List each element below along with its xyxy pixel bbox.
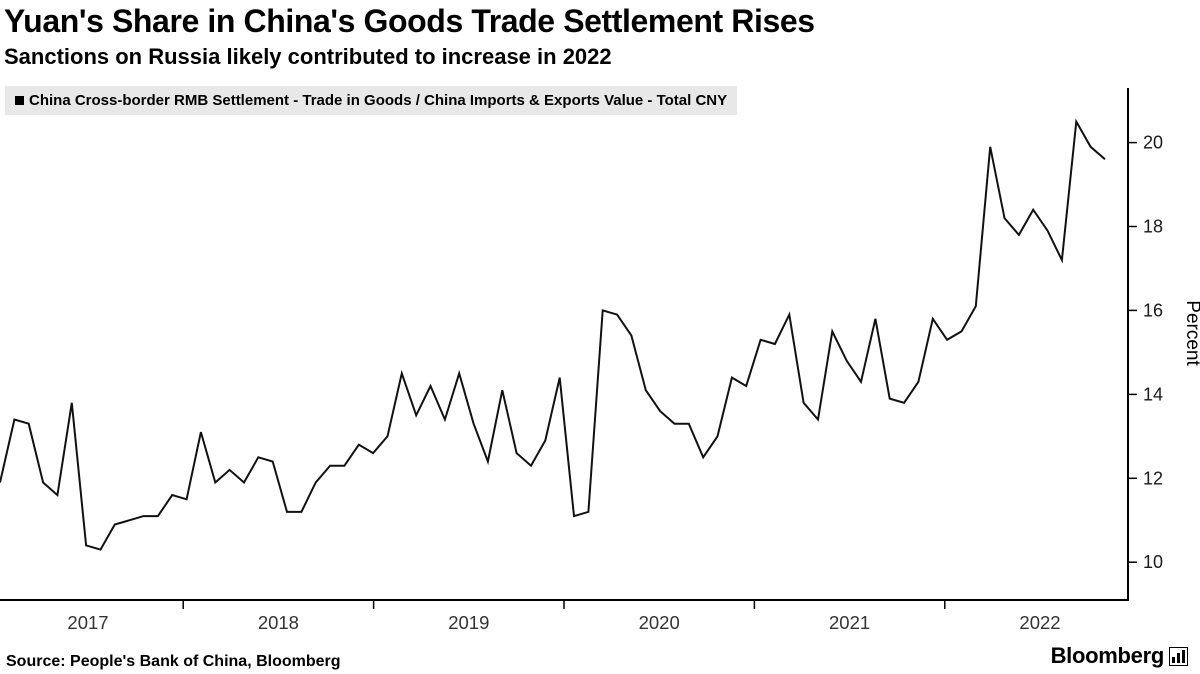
y-axis-title: Percent — [1182, 300, 1200, 366]
chart-legend: China Cross-border RMB Settlement - Trad… — [5, 86, 738, 115]
bloomberg-logo: Bloomberg — [1051, 643, 1188, 669]
trade-settlement-line-chart: 10 12 14 16 18 20 2017 2018 2019 2020 2021 2022 Per… — [0, 88, 1200, 633]
legend-square-marker-icon — [15, 96, 24, 105]
y-tick-label: 10 — [1143, 552, 1163, 572]
chart-area: 10 12 14 16 18 20 2017 2018 2019 2020 2021 2022 Per… — [0, 88, 1200, 640]
x-tick-label: 2022 — [1019, 612, 1060, 633]
legend-label: China Cross-border RMB Settlement - Trad… — [29, 92, 728, 109]
page-subtitle: Sanctions on Russia likely contributed t… — [4, 44, 612, 69]
y-tick-label: 18 — [1143, 217, 1163, 237]
x-tick-label: 2020 — [639, 612, 680, 633]
y-tick-label: 12 — [1143, 468, 1163, 488]
series-line — [0, 118, 1106, 551]
x-tick-label: 2018 — [258, 612, 299, 633]
bloomberg-logo-text: Bloomberg — [1050, 643, 1165, 668]
y-tick-label: 14 — [1143, 384, 1163, 404]
page-title: Yuan's Share in China's Goods Trade Sett… — [4, 3, 815, 39]
y-tick-label: 20 — [1143, 133, 1163, 153]
source-note: Source: People's Bank of China, Bloomber… — [6, 653, 341, 670]
y-tick-label: 16 — [1143, 300, 1163, 320]
x-tick-label: 2021 — [829, 612, 870, 633]
axis-ticks-layer: 10 12 14 16 18 20 2017 2018 2019 2020 2021 2022 — [67, 133, 1163, 633]
x-tick-label: 2017 — [67, 612, 108, 633]
x-tick-label: 2019 — [448, 612, 489, 633]
bloomberg-bars-icon — [1169, 646, 1188, 666]
